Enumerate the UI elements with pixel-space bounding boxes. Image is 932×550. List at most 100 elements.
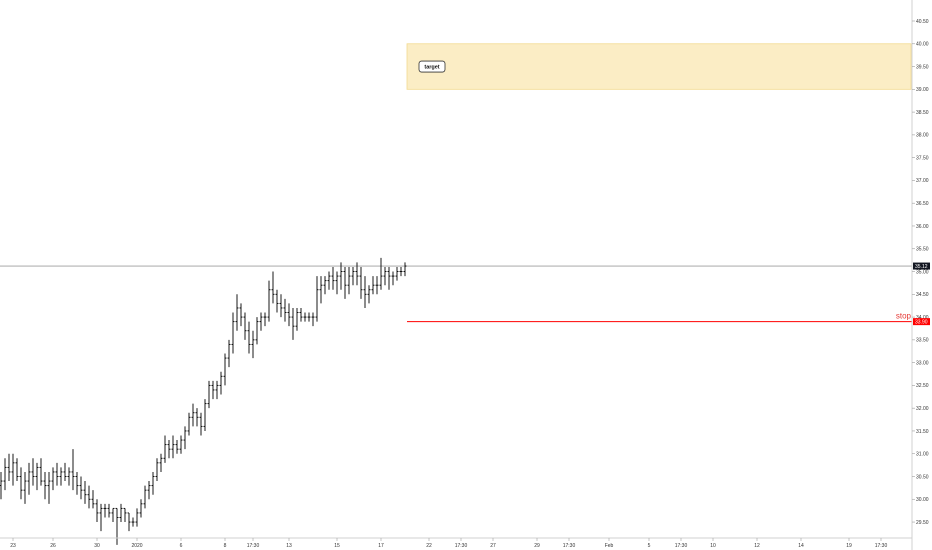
- ohlc-bar: [391, 271, 395, 286]
- ohlc-bar: [51, 467, 55, 491]
- x-tick-label: 13: [286, 543, 292, 549]
- ohlc-bar: [351, 266, 355, 286]
- ohlc-bar: [143, 485, 147, 509]
- ohlc-bar: [59, 467, 63, 486]
- x-tick-label: 10: [710, 543, 716, 549]
- target-zone-rect[interactable]: [406, 43, 912, 90]
- y-tick-label: 37.50: [916, 155, 929, 161]
- ohlc-bar: [371, 276, 375, 295]
- ohlc-bar: [327, 271, 331, 290]
- y-tick-label: 39.00: [916, 87, 929, 93]
- ohlc-bar: [99, 503, 103, 532]
- ohlc-bar: [179, 435, 183, 454]
- reference-lines: [0, 265, 912, 323]
- ohlc-bar: [339, 262, 343, 290]
- ohlc-bar: [375, 276, 379, 295]
- ohlc-bar: [231, 312, 235, 354]
- x-tick-label: 17:30: [875, 543, 888, 549]
- y-tick-label: 36.00: [916, 224, 929, 230]
- x-tick-label: 5: [648, 543, 651, 549]
- ohlc-bar: [243, 312, 247, 340]
- y-tick-label: 32.50: [916, 383, 929, 389]
- y-tick-label: 30.00: [916, 497, 929, 503]
- ohlc-bar: [199, 412, 203, 436]
- ohlc-bar: [299, 307, 303, 322]
- ohlc-bar: [331, 266, 335, 290]
- ohlc-bar: [3, 458, 7, 491]
- ohlc-bars: [0, 257, 407, 545]
- y-tick-label: 31.50: [916, 429, 929, 435]
- x-tick-label: 15: [334, 543, 340, 549]
- x-tick-label: 17: [378, 543, 384, 549]
- ohlc-bar: [23, 471, 27, 504]
- ohlc-bar: [171, 435, 175, 459]
- ohlc-bar: [315, 276, 319, 322]
- y-tick-label: 37.00: [916, 178, 929, 184]
- x-axis[interactable]: 23 26 30 2020 6 8 17:30 13 15 17 22 17:30 27 29 17:30 F…: [10, 538, 887, 549]
- ohlc-bar: [39, 458, 43, 486]
- x-tick-label: 2020: [131, 543, 142, 549]
- x-tick-label: 17:30: [455, 543, 468, 549]
- ohlc-bar: [83, 481, 87, 504]
- ohlc-bar: [187, 412, 191, 436]
- y-tick-label: 33.00: [916, 360, 929, 366]
- y-tick-label: 35.00: [916, 269, 929, 275]
- ohlc-bar: [323, 276, 327, 295]
- x-tick-label: 17:30: [247, 543, 260, 549]
- ohlc-bar: [159, 453, 163, 472]
- last-price-tag: [913, 262, 930, 270]
- ohlc-bar: [55, 462, 59, 486]
- x-tick-label: 12: [754, 543, 760, 549]
- ohlc-bar: [271, 271, 275, 304]
- ohlc-bar: [363, 276, 367, 308]
- ohlc-bar: [79, 476, 83, 500]
- ohlc-bar: [275, 289, 279, 313]
- ohlc-bar: [15, 458, 19, 482]
- ohlc-bar: [75, 471, 79, 495]
- x-tick-label: Feb: [605, 543, 614, 549]
- ohlc-bar: [347, 266, 351, 295]
- ohlc-bar: [387, 266, 391, 290]
- ohlc-bar: [219, 371, 223, 395]
- x-tick-label: 8: [224, 543, 227, 549]
- ohlc-bar: [19, 467, 23, 500]
- ohlc-bar: [287, 303, 291, 327]
- ohlc-bar: [139, 499, 143, 518]
- ohlc-bar: [95, 499, 99, 523]
- stop-price-tag: [913, 318, 930, 326]
- target-zone[interactable]: target: [406, 43, 912, 90]
- ohlc-bar: [67, 467, 71, 486]
- ohlc-bar: [283, 298, 287, 322]
- ohlc-bar: [235, 294, 239, 331]
- ohlc-bar: [87, 485, 91, 509]
- last-price-tag-label: 35.12: [915, 264, 928, 270]
- ohlc-bar: [27, 462, 31, 495]
- ohlc-bar: [43, 471, 47, 500]
- ohlc-bar: [395, 266, 399, 281]
- ohlc-bar: [335, 271, 339, 295]
- y-tick-label: 34.00: [916, 315, 929, 321]
- ohlc-bar: [359, 266, 363, 299]
- ohlc-bar: [135, 508, 139, 527]
- x-tick-label: 26: [50, 543, 56, 549]
- x-tick-label: 27: [490, 543, 496, 549]
- target-label-box: [418, 60, 446, 73]
- target-label: target: [424, 65, 439, 71]
- ohlc-bar: [35, 462, 39, 491]
- annotations: stop: [896, 312, 912, 321]
- y-tick-label: 39.50: [916, 64, 929, 70]
- ohlc-bar: [279, 294, 283, 318]
- y-axis[interactable]: 29.50 30.00 30.50 31.00 31.50 32.00 32.50 33.00…: [912, 19, 930, 526]
- ohlc-bar: [399, 266, 403, 277]
- ohlc-bar: [91, 490, 95, 509]
- ohlc-bar: [367, 285, 371, 304]
- ohlc-bar: [11, 453, 15, 486]
- x-tick-label: 29: [534, 543, 540, 549]
- x-tick-label: 22: [426, 543, 432, 549]
- ohlc-bar: [343, 266, 347, 299]
- y-tick-label: 40.50: [916, 19, 929, 25]
- ohlc-bar: [183, 426, 187, 450]
- y-tick-label: 38.50: [916, 110, 929, 116]
